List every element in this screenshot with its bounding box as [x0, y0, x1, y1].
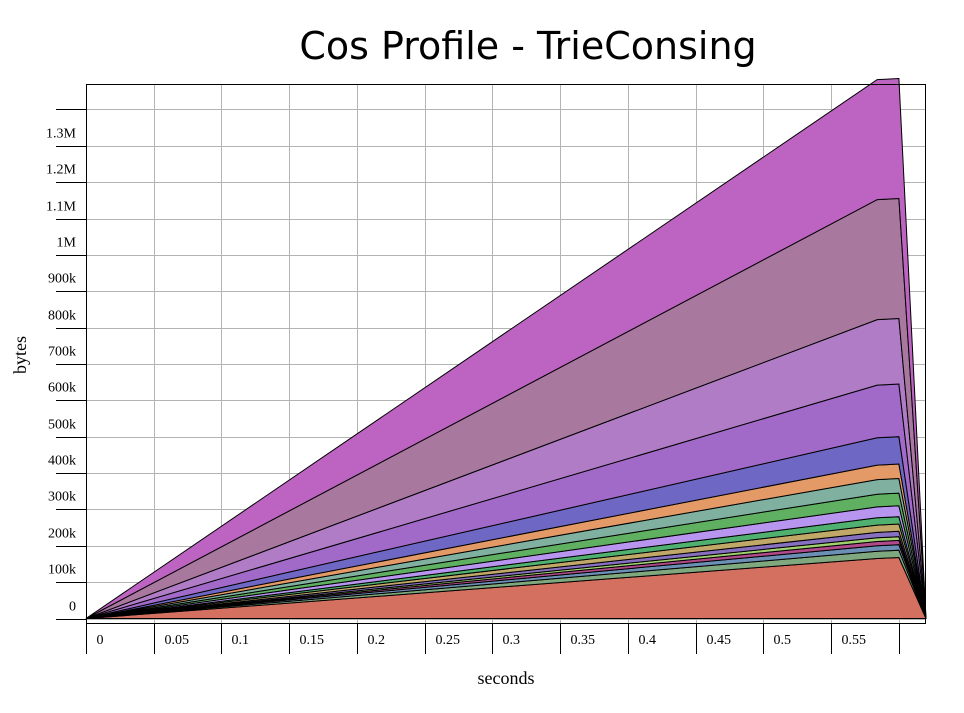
y-tick-label: 1.2M: [46, 163, 77, 178]
y-tick-label: 1M: [57, 236, 77, 251]
x-tick-label: 0.1: [232, 633, 250, 648]
area-bands: [85, 77, 927, 619]
y-tick-label: 800k: [48, 309, 76, 324]
x-axis-label: seconds: [478, 668, 535, 688]
x-tick-label: 0.15: [300, 633, 325, 648]
y-tick-label: 0: [69, 600, 76, 615]
y-axis: 0 100k 200k 300k 400k 500k 600k 700k 800k 900k 1M 1…: [46, 109, 86, 620]
y-tick-label: 400k: [48, 454, 76, 469]
x-tick-label: 0.3: [503, 633, 521, 648]
x-tick-label: 0.2: [368, 633, 386, 648]
y-tick-label: 700k: [48, 345, 76, 360]
y-tick-label: 600k: [48, 381, 76, 396]
x-tick-label: 0.45: [707, 633, 732, 648]
chart-title: Cos Profile - TrieConsing: [299, 24, 756, 68]
y-tick-label: 1.3M: [46, 127, 77, 142]
plot-frame: [86, 84, 926, 624]
y-tick-label: 200k: [48, 527, 76, 542]
x-tick-label: 0.5: [774, 633, 792, 648]
x-tick-label: 0: [97, 633, 104, 648]
x-tick-label: 0.4: [639, 633, 657, 648]
x-tick-label: 0.25: [436, 633, 461, 648]
y-tick-label: 900k: [48, 272, 76, 287]
y-tick-label: 100k: [48, 563, 76, 578]
y-tick-label: 300k: [48, 490, 76, 505]
y-tick-label: 500k: [48, 418, 76, 433]
y-tick-label: 1.1M: [46, 200, 77, 215]
x-tick-label: 0.55: [842, 633, 867, 648]
y-axis-label: bytes: [10, 336, 30, 374]
x-axis: 0 0.05 0.1 0.15 0.2 0.25 0.3 0.35 0.4 0.45 0.5 0.55: [86, 624, 900, 654]
x-tick-label: 0.05: [165, 633, 190, 648]
x-tick-label: 0.35: [571, 633, 596, 648]
